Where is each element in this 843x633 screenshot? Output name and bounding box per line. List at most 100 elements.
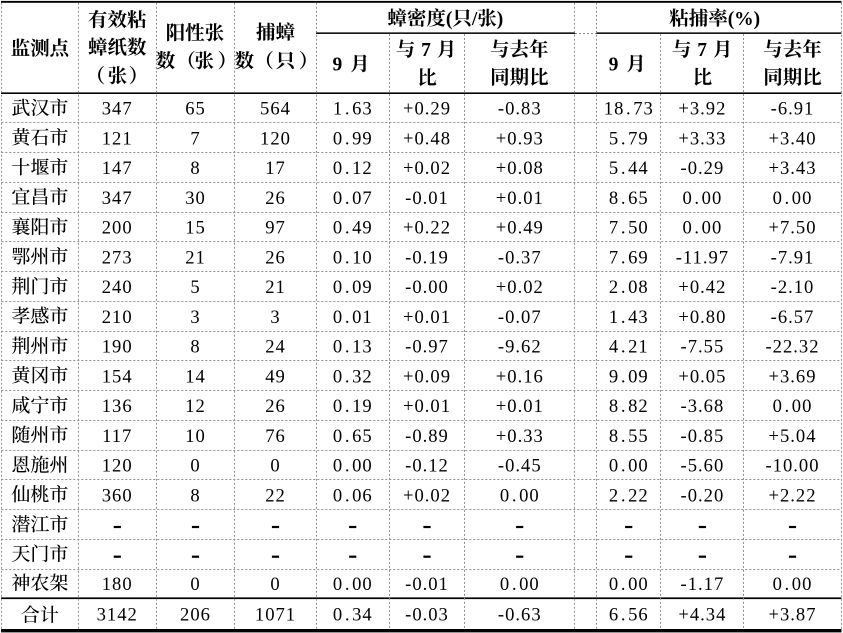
svg-text:97: 97 bbox=[265, 218, 286, 239]
svg-text:5: 5 bbox=[190, 277, 200, 298]
svg-text:0.00: 0.00 bbox=[683, 188, 723, 209]
svg-text:0.12: 0.12 bbox=[333, 158, 373, 179]
svg-text:+0.01: +0.01 bbox=[496, 396, 544, 417]
svg-text:8.55: 8.55 bbox=[609, 426, 649, 447]
svg-text:0.00: 0.00 bbox=[683, 218, 723, 239]
svg-text:0.07: 0.07 bbox=[333, 188, 373, 209]
svg-text:240: 240 bbox=[102, 277, 133, 298]
svg-text:-5.60: -5.60 bbox=[681, 456, 725, 477]
svg-text:-11.97: -11.97 bbox=[676, 247, 729, 268]
svg-text:0.06: 0.06 bbox=[333, 485, 373, 506]
svg-text:206: 206 bbox=[180, 605, 211, 626]
svg-text:仙桃市: 仙桃市 bbox=[11, 484, 68, 506]
svg-text:0.00: 0.00 bbox=[500, 574, 540, 595]
svg-text:0.09: 0.09 bbox=[333, 277, 373, 298]
svg-text:8: 8 bbox=[190, 158, 200, 179]
svg-text:180: 180 bbox=[102, 574, 133, 595]
svg-text:蟑密度(只/张): 蟑密度(只/张) bbox=[387, 8, 503, 30]
svg-text:+0.01: +0.01 bbox=[403, 307, 451, 328]
svg-text:阳性张: 阳性张 bbox=[166, 23, 225, 45]
svg-text:121: 121 bbox=[102, 128, 133, 149]
svg-text:-0.97: -0.97 bbox=[405, 337, 449, 358]
svg-text:+0.02: +0.02 bbox=[496, 277, 544, 298]
svg-text:26: 26 bbox=[265, 396, 286, 417]
svg-text:-0.29: -0.29 bbox=[681, 158, 725, 179]
svg-text:+0.29: +0.29 bbox=[403, 99, 451, 120]
svg-text:+0.42: +0.42 bbox=[678, 277, 726, 298]
svg-text:比: 比 bbox=[417, 68, 437, 90]
svg-text:+0.33: +0.33 bbox=[496, 426, 544, 447]
svg-text:3142: 3142 bbox=[97, 605, 138, 626]
svg-text:24: 24 bbox=[265, 337, 286, 358]
svg-text:-0.00: -0.00 bbox=[405, 277, 449, 298]
svg-text:30: 30 bbox=[185, 188, 206, 209]
svg-text:0.10: 0.10 bbox=[333, 247, 373, 268]
svg-text:十堰市: 十堰市 bbox=[11, 158, 68, 179]
svg-text:12: 12 bbox=[185, 396, 206, 417]
svg-text:孝感市: 孝感市 bbox=[11, 306, 68, 328]
svg-text:49: 49 bbox=[265, 366, 286, 387]
svg-text:同期比: 同期比 bbox=[490, 67, 549, 89]
svg-text:-3.68: -3.68 bbox=[681, 396, 725, 417]
svg-text:+0.93: +0.93 bbox=[496, 128, 544, 149]
svg-text:2.22: 2.22 bbox=[609, 485, 649, 506]
svg-text:1.43: 1.43 bbox=[609, 307, 649, 328]
svg-text:同期比: 同期比 bbox=[763, 67, 822, 89]
svg-text:15: 15 bbox=[185, 218, 206, 239]
svg-text:0.00: 0.00 bbox=[773, 188, 813, 209]
svg-text:-0.19: -0.19 bbox=[405, 247, 449, 268]
svg-text:神农架: 神农架 bbox=[11, 574, 68, 595]
svg-text:与去年: 与去年 bbox=[763, 39, 822, 61]
svg-text:-10.00: -10.00 bbox=[765, 456, 819, 477]
svg-text:26: 26 bbox=[265, 188, 286, 209]
svg-text:数（只）: 数（只） bbox=[235, 51, 319, 73]
svg-text:-9.62: -9.62 bbox=[498, 337, 542, 358]
svg-text:-0.03: -0.03 bbox=[405, 605, 449, 626]
svg-text:26: 26 bbox=[265, 247, 286, 268]
svg-text:10: 10 bbox=[185, 426, 206, 447]
svg-text:-0.37: -0.37 bbox=[498, 247, 542, 268]
svg-text:与 7 月: 与 7 月 bbox=[672, 39, 733, 61]
svg-text:-0.01: -0.01 bbox=[405, 574, 449, 595]
svg-text:比: 比 bbox=[693, 67, 713, 89]
svg-text:360: 360 bbox=[102, 485, 133, 506]
svg-text:76: 76 bbox=[265, 426, 286, 447]
svg-text:0: 0 bbox=[270, 574, 280, 595]
svg-text:+3.33: +3.33 bbox=[678, 128, 726, 149]
svg-text:潜江市: 潜江市 bbox=[11, 515, 68, 536]
svg-text:-0.45: -0.45 bbox=[498, 456, 542, 477]
svg-text:（张）: （张） bbox=[86, 66, 149, 88]
svg-text:荆门市: 荆门市 bbox=[11, 276, 68, 298]
svg-text:347: 347 bbox=[102, 99, 133, 120]
svg-text:宜昌市: 宜昌市 bbox=[11, 188, 68, 209]
svg-text:0: 0 bbox=[190, 456, 200, 477]
svg-text:0.00: 0.00 bbox=[609, 574, 649, 595]
svg-text:210: 210 bbox=[102, 307, 133, 328]
svg-text:21: 21 bbox=[265, 277, 286, 298]
svg-text:7.69: 7.69 bbox=[609, 247, 649, 268]
svg-text:-0.01: -0.01 bbox=[405, 188, 449, 209]
svg-text:6.56: 6.56 bbox=[609, 605, 649, 626]
svg-text:147: 147 bbox=[102, 158, 133, 179]
svg-text:蟑纸数: 蟑纸数 bbox=[88, 37, 147, 59]
svg-text:+0.01: +0.01 bbox=[496, 188, 544, 209]
svg-text:8.82: 8.82 bbox=[609, 396, 649, 417]
svg-text:0.99: 0.99 bbox=[333, 128, 373, 149]
svg-text:+0.22: +0.22 bbox=[403, 218, 451, 239]
svg-text:0.00: 0.00 bbox=[500, 485, 540, 506]
svg-text:2.08: 2.08 bbox=[609, 277, 649, 298]
svg-text:0.00: 0.00 bbox=[609, 456, 649, 477]
svg-text:-1.17: -1.17 bbox=[681, 574, 725, 595]
svg-text:7: 7 bbox=[190, 128, 200, 149]
svg-text:+3.92: +3.92 bbox=[678, 99, 726, 120]
svg-text:+0.48: +0.48 bbox=[403, 128, 451, 149]
svg-text:与去年: 与去年 bbox=[490, 39, 549, 61]
svg-text:襄阳市: 襄阳市 bbox=[11, 217, 68, 239]
svg-text:8: 8 bbox=[190, 337, 200, 358]
svg-text:136: 136 bbox=[102, 396, 133, 417]
svg-text:8: 8 bbox=[190, 485, 200, 506]
svg-text:+5.04: +5.04 bbox=[768, 426, 816, 447]
svg-text:0.00: 0.00 bbox=[333, 574, 373, 595]
svg-text:9 月: 9 月 bbox=[332, 53, 371, 75]
svg-text:9.09: 9.09 bbox=[609, 366, 649, 387]
